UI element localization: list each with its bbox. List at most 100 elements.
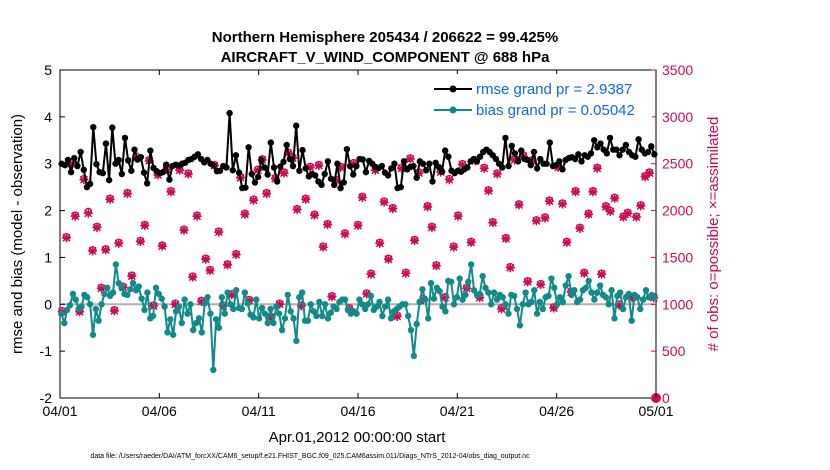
y-tick-label-right: 2000 xyxy=(662,203,693,219)
bias-point xyxy=(499,294,506,301)
assimilated-obs-marker xyxy=(388,204,398,214)
rmse-point xyxy=(93,160,100,168)
assimilated-obs-marker xyxy=(101,245,111,255)
legend-rmse-marker xyxy=(449,85,457,93)
assimilated-obs-marker xyxy=(331,176,341,186)
assimilated-obs-marker xyxy=(114,238,124,248)
bias-point xyxy=(124,291,131,299)
bias-point xyxy=(439,303,446,310)
bias-point xyxy=(425,315,432,322)
bias-point xyxy=(591,296,598,303)
rmse-point xyxy=(166,176,173,183)
bias-point xyxy=(92,305,100,313)
plot-marks xyxy=(57,109,661,403)
rmse-point xyxy=(340,179,347,186)
bias-point xyxy=(307,301,314,308)
bias-point xyxy=(244,300,251,307)
bias-point xyxy=(169,331,177,338)
x-tick-label: 04/16 xyxy=(340,403,375,419)
bias-point xyxy=(258,304,266,312)
assimilated-obs-marker xyxy=(544,196,554,206)
legend-box xyxy=(430,74,652,124)
assimilated-obs-marker xyxy=(488,218,498,228)
rmse-point xyxy=(441,147,449,154)
rmse-point xyxy=(410,162,417,170)
assimilated-obs-marker xyxy=(410,236,420,246)
rmse-point xyxy=(261,164,268,171)
bias-point xyxy=(89,331,97,338)
bias-point xyxy=(250,314,257,321)
rmse-point xyxy=(464,164,471,171)
rmse-point xyxy=(438,168,446,175)
rmse-point xyxy=(235,169,243,176)
bias-point xyxy=(611,315,618,322)
bias-point xyxy=(556,294,564,301)
assimilated-obs-marker xyxy=(166,187,176,197)
rmse-point xyxy=(273,178,281,185)
bias-point xyxy=(63,306,71,314)
y-tick-label-right: 3000 xyxy=(662,109,693,125)
rmse-point xyxy=(105,176,113,184)
bias-point xyxy=(109,289,117,296)
bias-point xyxy=(562,282,569,289)
bias-point xyxy=(287,308,294,315)
bias-point xyxy=(290,315,297,322)
assimilated-obs-marker xyxy=(444,175,454,185)
rmse-point xyxy=(264,171,271,178)
assimilated-obs-marker xyxy=(340,229,350,239)
y-tick-label-right: 500 xyxy=(662,343,686,359)
bias-point xyxy=(112,261,120,268)
y-tick-label-right: 1000 xyxy=(662,296,693,312)
assimilated-obs-marker xyxy=(349,159,359,169)
bias-point xyxy=(456,275,463,282)
rmse-point xyxy=(419,160,427,167)
rmse-point xyxy=(64,156,72,164)
assimilated-obs-marker xyxy=(362,289,372,299)
bias-point xyxy=(447,278,455,285)
assimilated-obs-marker xyxy=(531,216,541,226)
bias-point xyxy=(101,290,108,298)
bias-point xyxy=(66,302,74,309)
rmse-point xyxy=(194,151,202,158)
chart-title-line-2: AIRCRAFT_V_WIND_COMPONENT @ 688 hPa xyxy=(221,49,551,66)
bias-point xyxy=(510,292,518,300)
bias-point xyxy=(513,305,521,313)
bias-point xyxy=(207,310,214,317)
rmse-point xyxy=(622,141,630,149)
bias-point xyxy=(413,320,420,328)
bias-point xyxy=(293,337,300,345)
assimilated-obs-marker xyxy=(623,208,633,218)
bias-point xyxy=(450,301,458,308)
rmse-point xyxy=(502,134,509,142)
bias-point xyxy=(164,329,171,336)
rmse-point xyxy=(163,161,170,168)
bias-point xyxy=(359,301,366,308)
rmse-point xyxy=(571,155,579,163)
y-tick-label-left: 0 xyxy=(44,296,52,312)
bias-point xyxy=(233,287,240,294)
assimilated-obs-marker xyxy=(253,165,263,175)
rmse-point xyxy=(429,178,436,185)
bias-point xyxy=(582,284,589,292)
rmse-point xyxy=(124,157,132,164)
bias-point xyxy=(619,305,627,313)
assimilated-obs-marker xyxy=(318,242,328,252)
assimilated-obs-marker xyxy=(440,293,450,303)
assimilated-obs-marker xyxy=(501,234,511,244)
bias-point xyxy=(565,272,572,280)
assimilated-obs-marker xyxy=(366,269,376,279)
rmse-point xyxy=(86,180,94,188)
bias-point xyxy=(227,301,234,308)
assimilated-obs-marker xyxy=(357,192,367,202)
rmse-point xyxy=(318,181,325,188)
bias-point xyxy=(553,301,561,308)
rmse-point xyxy=(289,162,297,170)
assimilated-obs-marker xyxy=(105,194,115,204)
bias-point xyxy=(367,292,375,300)
assimilated-obs-marker xyxy=(231,250,241,260)
rmse-point xyxy=(115,156,122,164)
assimilated-obs-marker xyxy=(640,172,650,182)
rmse-point xyxy=(254,173,262,181)
bias-point xyxy=(502,301,509,308)
bias-point xyxy=(488,301,495,308)
